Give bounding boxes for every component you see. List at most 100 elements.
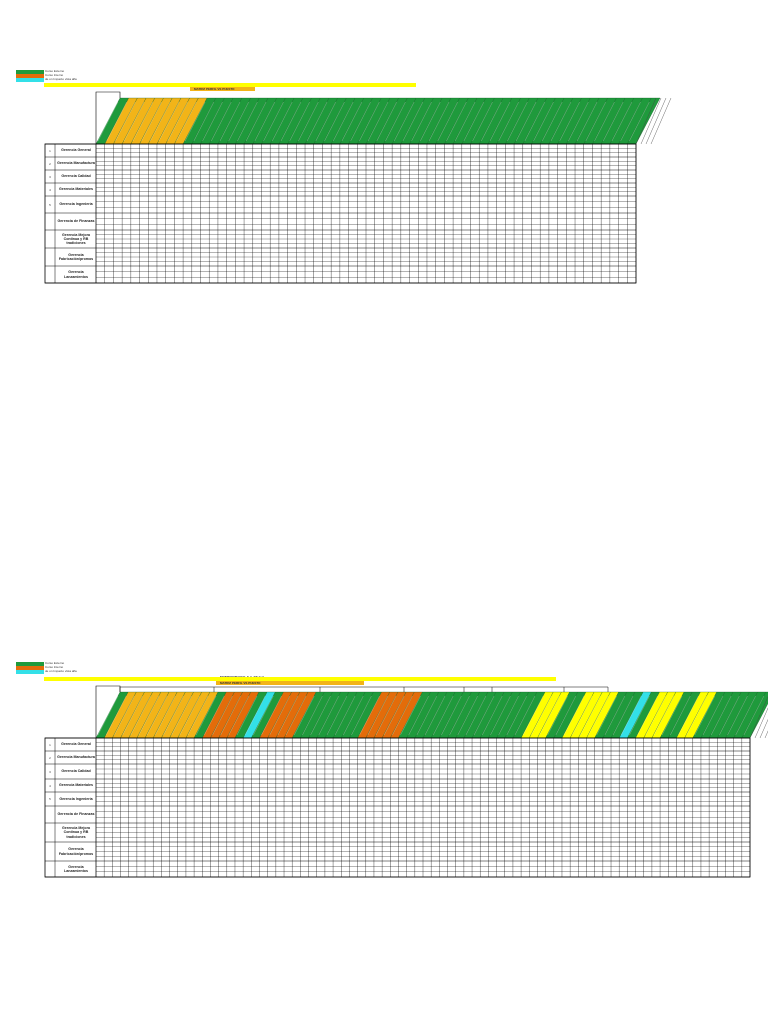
header-column-text <box>473 695 495 736</box>
row-label: Gerencia Manufactura <box>57 755 95 760</box>
header-column-text <box>158 101 180 142</box>
header-column-text <box>555 695 577 736</box>
header-column-text <box>187 695 209 736</box>
row-number <box>45 806 55 823</box>
header-column-text <box>253 695 274 736</box>
header-column-text <box>507 101 528 142</box>
matrix-title: MATRIZ PERFIL VS PUESTO <box>216 681 364 685</box>
header-column-text <box>318 695 339 736</box>
row-number <box>45 861 55 877</box>
row-number: 1 <box>49 148 51 153</box>
header-column-text <box>298 101 319 142</box>
header-column-text <box>454 101 476 142</box>
legend-item: de un Impacto vista alfa <box>16 669 156 674</box>
header-column-text <box>539 695 560 736</box>
header-column-text <box>571 695 593 736</box>
header-column-text <box>541 101 563 142</box>
header-column-text <box>428 101 450 142</box>
header-column-text <box>637 695 658 736</box>
row-label: Gerencia Lanzamientos <box>64 270 88 279</box>
header-diagonal <box>754 707 768 739</box>
legend-swatch-orange <box>16 74 44 78</box>
header-column-text <box>419 101 441 142</box>
row-label: Gerencia Ingeniería <box>59 202 93 207</box>
legend-swatch-green <box>16 662 44 666</box>
row-label: Gerencia Mejora Continua y RB tradicione… <box>62 232 90 246</box>
header-column-text <box>269 695 290 736</box>
header-column-text <box>580 695 601 736</box>
row-number: 2 <box>49 755 51 760</box>
header-column-text <box>202 101 223 142</box>
page-1: Curso Externo Curso Interno de un Impact… <box>16 69 672 284</box>
header-column-text <box>457 695 478 736</box>
header-column-text <box>585 101 607 142</box>
legend-label: de un Impacto vista alfa <box>45 77 77 81</box>
header-column-text <box>302 695 323 736</box>
header-column-text <box>678 695 699 736</box>
header-column-text <box>237 101 258 142</box>
header-column-text <box>310 695 331 736</box>
header-column-text <box>531 695 552 736</box>
header-column-text <box>594 101 615 142</box>
row-number <box>45 230 55 248</box>
header-column-text <box>550 101 572 142</box>
header-column-text <box>515 101 537 142</box>
header-column-text <box>472 101 493 142</box>
header-column-text <box>661 695 683 736</box>
header-column-text <box>244 695 266 736</box>
legend-swatch-cyan <box>16 670 44 674</box>
header-column-text <box>351 695 372 736</box>
header-column-text <box>184 101 206 142</box>
header-column-text <box>524 101 546 142</box>
legend-label: Curso Externo <box>45 69 65 73</box>
row-number <box>45 823 55 842</box>
header-column-text <box>416 695 438 736</box>
header-column-text <box>392 695 413 736</box>
row-label: Gerencia Manufactura <box>57 161 95 166</box>
header-column-text <box>489 101 511 142</box>
legend-item: Curso Externo <box>16 661 156 666</box>
header-column-text <box>367 695 389 736</box>
header-column-text <box>596 695 617 736</box>
legend: Curso Externo Curso Interno de un Impact… <box>16 69 156 82</box>
legend-swatch-green <box>16 70 44 74</box>
row-label: Gerencia de Finanzas <box>57 219 95 224</box>
header-column-text <box>547 695 568 736</box>
legend-label: Curso Externo <box>45 661 65 665</box>
header-column-text <box>97 695 119 736</box>
header-column-text <box>559 101 580 142</box>
header-column-text <box>149 101 171 142</box>
header-column-text <box>702 695 724 736</box>
legend-label: Curso Interno <box>45 665 64 669</box>
title-band <box>44 83 416 87</box>
header-column-text <box>359 695 380 736</box>
header-column-text <box>620 101 641 142</box>
row-label: Gerencia de Finanzas <box>57 812 95 817</box>
header-column-text <box>176 101 197 142</box>
header-column-text <box>263 101 284 142</box>
header-diagonal <box>635 97 657 145</box>
header-column-text <box>465 695 487 736</box>
header-column-text <box>171 695 192 736</box>
header-column-text <box>195 695 217 736</box>
header-corner <box>95 91 121 144</box>
header-column-text <box>694 695 716 736</box>
header-column-text <box>254 101 276 142</box>
header-column-text <box>261 695 282 736</box>
header-column-text <box>219 101 241 142</box>
header-column-text <box>245 101 267 142</box>
header-column-text <box>271 101 293 142</box>
row-number: 2 <box>49 161 51 166</box>
header-diagonal <box>749 696 768 739</box>
header-column-text <box>285 695 307 736</box>
header-column-text <box>289 101 310 142</box>
header-column-text <box>123 101 145 142</box>
header-column-text <box>130 695 151 736</box>
legend-item: de un Impacto vista alfa <box>16 77 156 82</box>
header-column-text <box>620 695 642 736</box>
header-column-text <box>604 695 626 736</box>
header-column-text <box>342 695 364 736</box>
header-column-text <box>441 695 462 736</box>
header-column-text <box>324 101 345 142</box>
